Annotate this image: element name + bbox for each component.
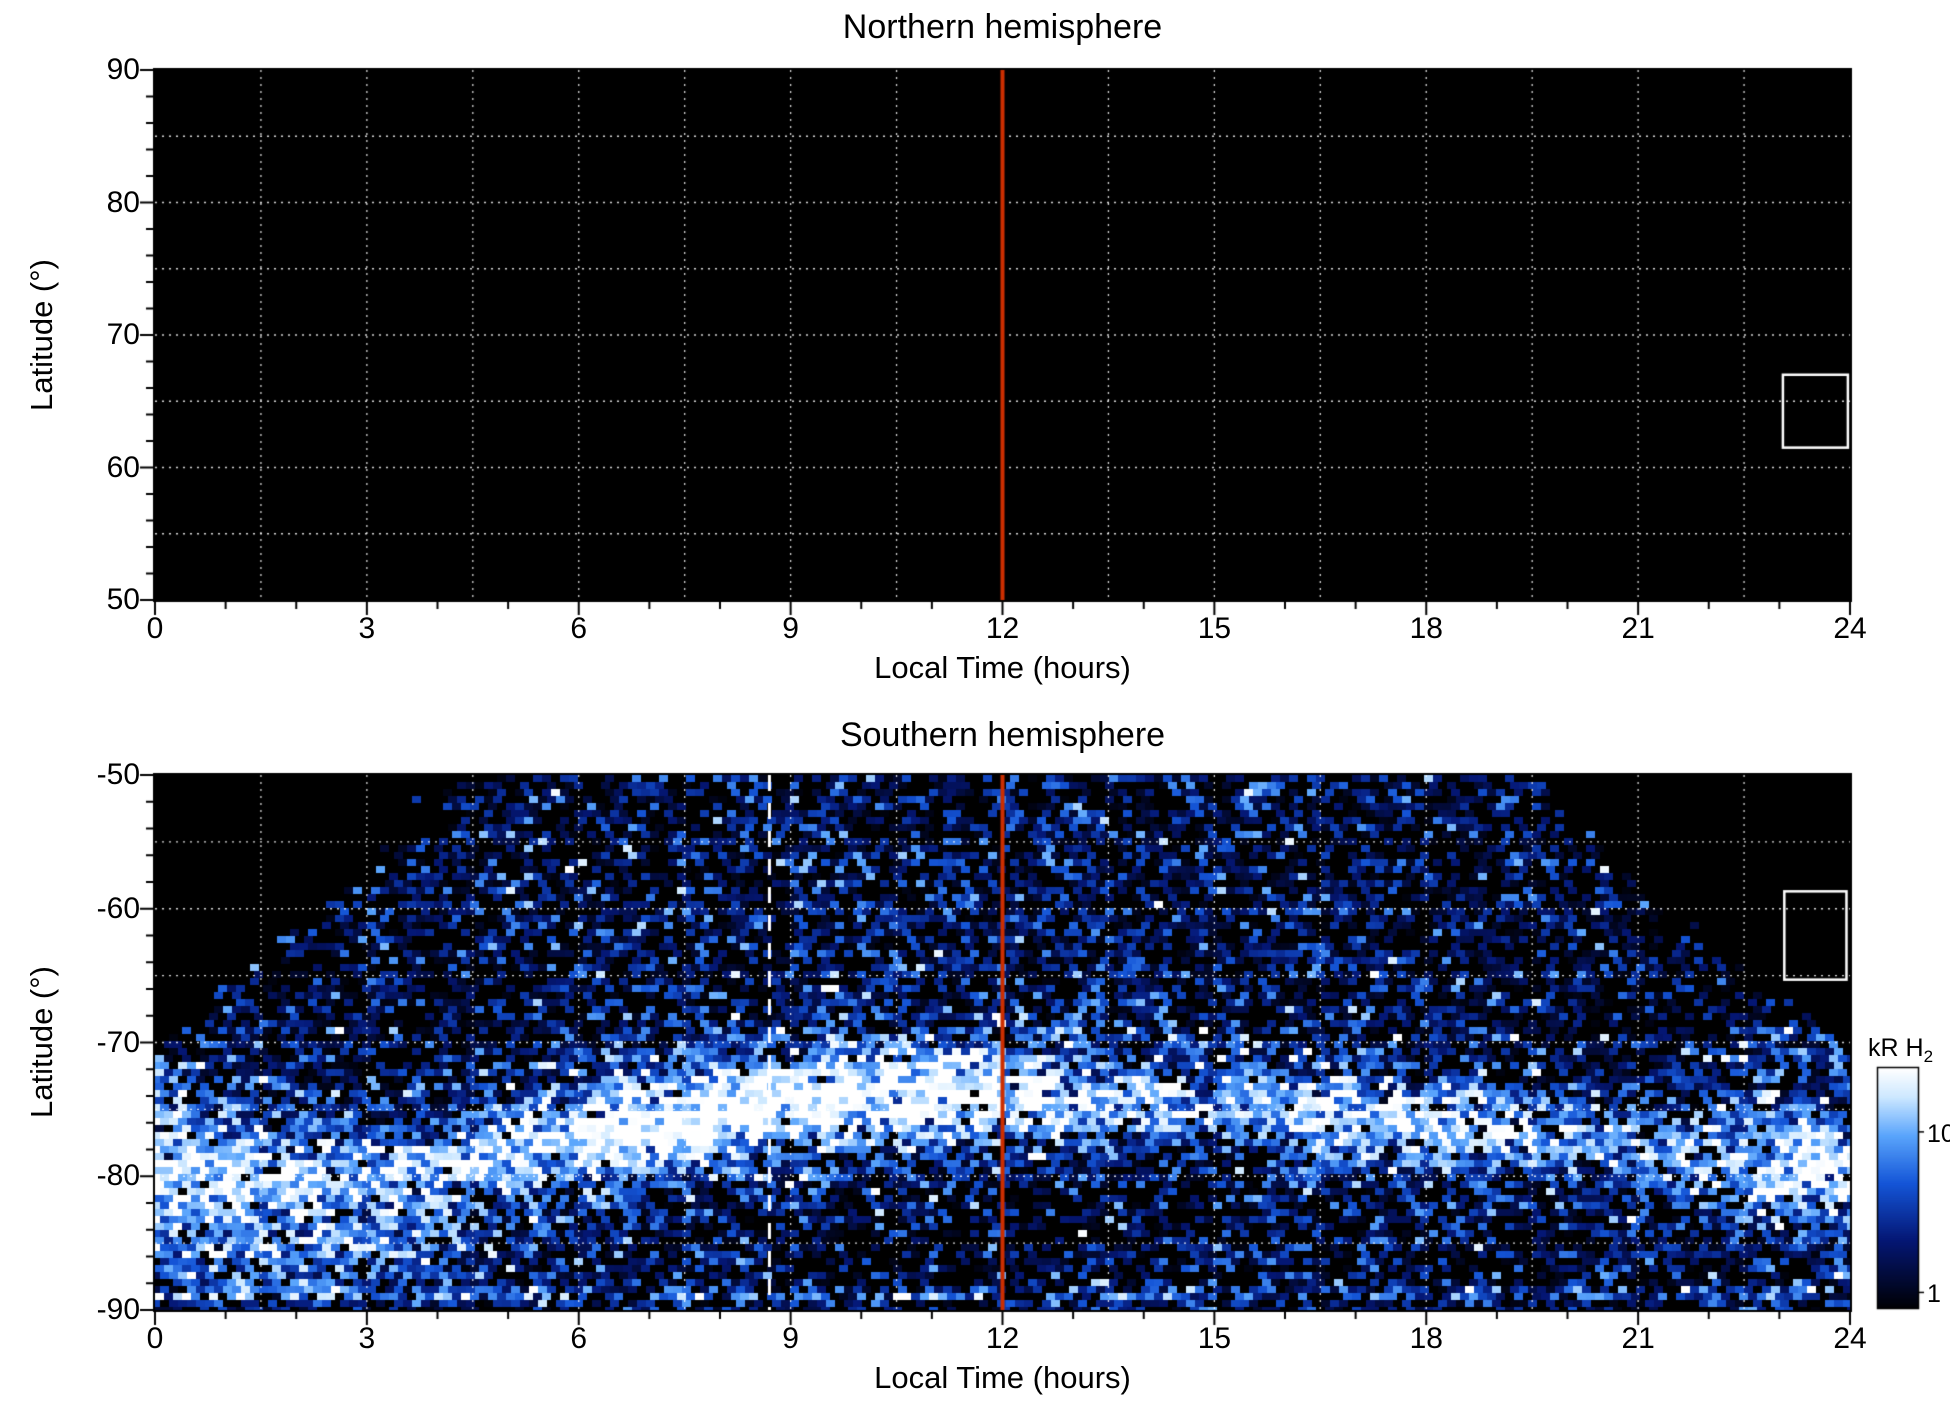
south-x-tick-label: 15	[1197, 1322, 1232, 1355]
south-x-tick-label: 18	[1409, 1322, 1443, 1355]
south-y-tick-label: -80	[96, 1159, 140, 1193]
south-x-tick-label: 6	[570, 1322, 588, 1355]
north-y-tick-label: 70	[106, 318, 140, 351]
north-x-tick-label: 21	[1621, 612, 1655, 645]
south-x-tick-label: 24	[1833, 1322, 1867, 1355]
colorbar-tick-label: 1	[1927, 1280, 1941, 1309]
south-y-tick-label: -60	[96, 891, 140, 925]
colorbar-title-text: kR H	[1868, 1034, 1924, 1062]
north-x-tick-label: 6	[570, 612, 588, 645]
north-x-tick-label: 0	[146, 612, 164, 645]
colorbar-title-subscript: 2	[1923, 1047, 1934, 1066]
north-x-tick-label: 12	[985, 612, 1020, 645]
north-x-axis-label: Local Time (hours)	[874, 650, 1131, 685]
north-x-tick-label: 3	[358, 612, 376, 645]
south-panel-title: Southern hemisphere	[839, 716, 1166, 754]
north-y-tick-label: 90	[106, 53, 140, 86]
south-x-tick-label: 3	[358, 1322, 376, 1355]
north-panel-title: Northern hemisphere	[842, 8, 1163, 46]
colorbar-title: kR H2	[1868, 1034, 1933, 1067]
south-x-tick-label: 21	[1621, 1322, 1655, 1355]
north-x-tick-label: 15	[1197, 612, 1232, 645]
north-y-tick-label: 80	[106, 185, 140, 219]
north-x-tick-label: 24	[1833, 612, 1867, 645]
north-x-tick-label: 9	[782, 612, 799, 645]
south-y-tick-label: -70	[96, 1025, 140, 1059]
north-y-tick-label: 50	[106, 583, 140, 616]
south-x-axis-label: Local Time (hours)	[874, 1360, 1131, 1395]
south-x-tick-label: 12	[985, 1322, 1020, 1355]
north-y-tick-label: 60	[106, 450, 140, 484]
south-x-tick-label: 0	[146, 1322, 164, 1355]
colorbar-tick-label: 10	[1927, 1119, 1950, 1148]
south-y-tick-label: -50	[96, 758, 140, 791]
north-x-tick-label: 18	[1409, 612, 1443, 645]
south-y-tick-label: -90	[96, 1293, 140, 1326]
south-x-tick-label: 9	[782, 1322, 799, 1355]
